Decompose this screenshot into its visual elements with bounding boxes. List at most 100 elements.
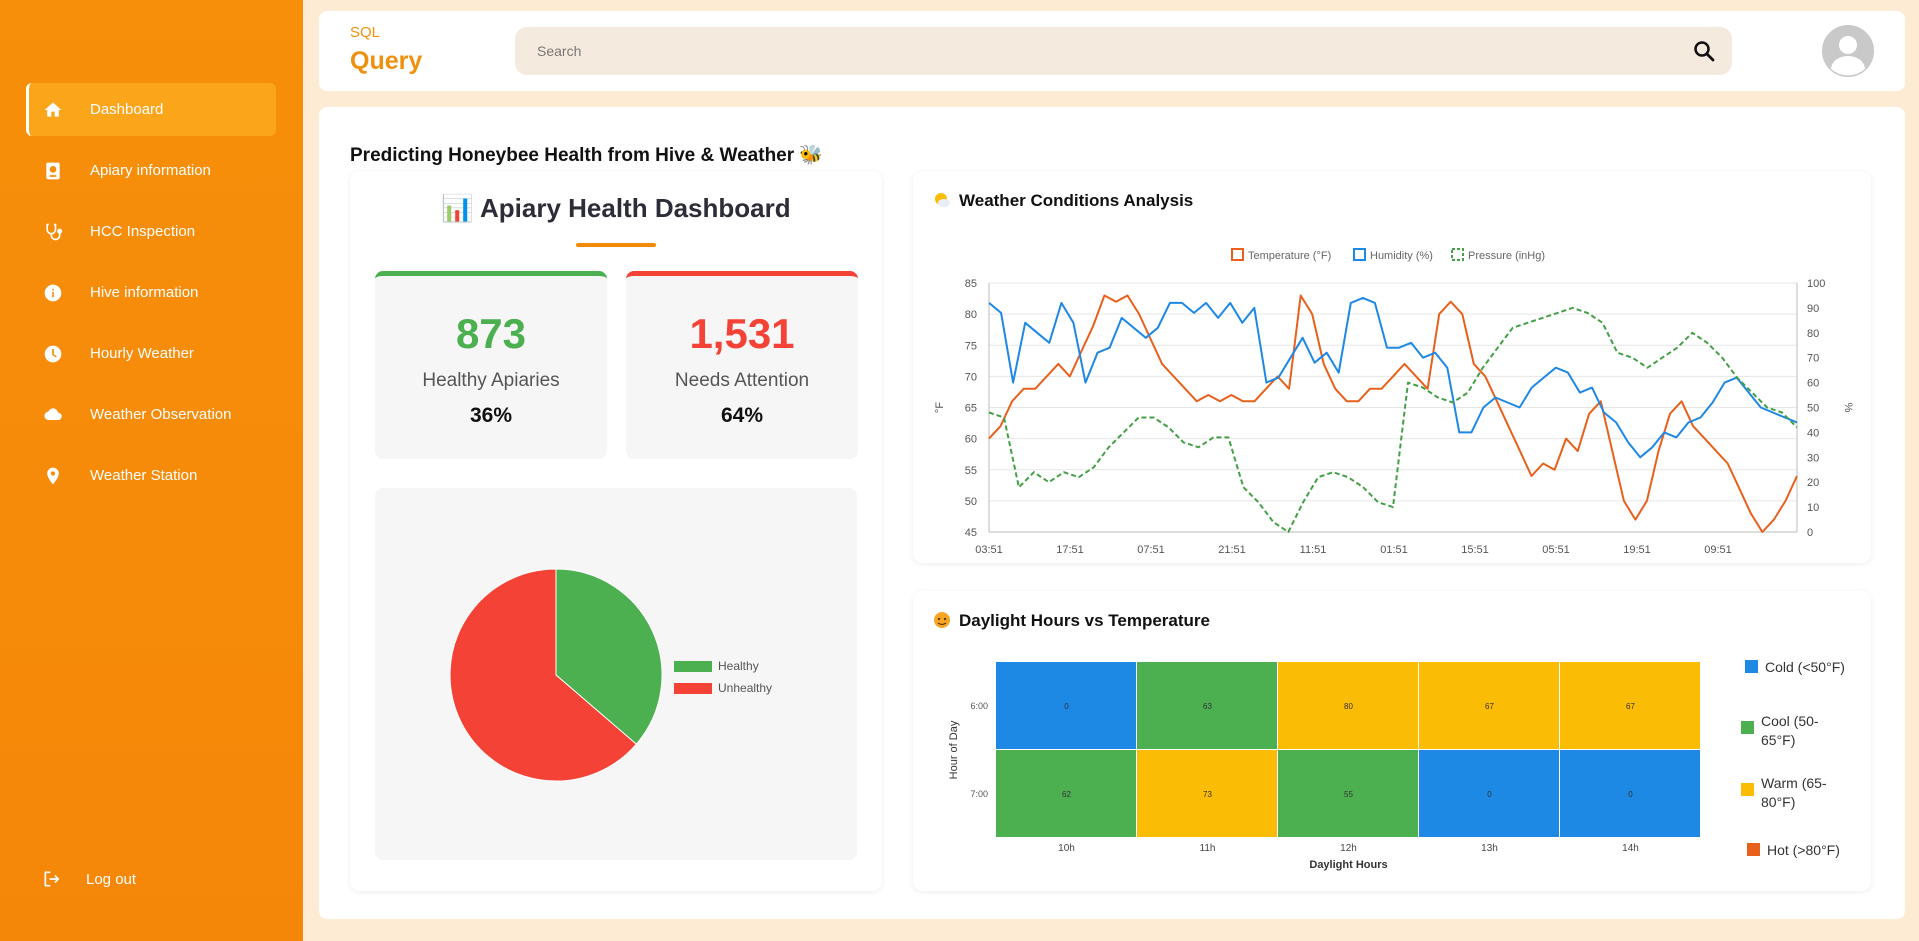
heatmap-cell-label: 80	[1344, 702, 1353, 711]
heatmap-cell	[1278, 750, 1418, 837]
sidebar-item-dashboard[interactable]: Dashboard	[26, 83, 276, 136]
y-tick-label: 7:00	[970, 789, 988, 799]
y-left-tick-label: 75	[965, 340, 977, 352]
sidebar-item-label: Hive information	[90, 284, 199, 301]
legend-label-cold: Cold (<50°F)	[1765, 659, 1845, 675]
y-right-tick-label: 70	[1807, 353, 1819, 365]
y-right-tick-label: 80	[1807, 328, 1819, 340]
weather-conditions-card: Weather Conditions Analysis 45 50 55 60 65 70…	[913, 171, 1871, 563]
logout-button[interactable]: Log out	[42, 869, 136, 889]
series-line-humidity	[988, 296, 1798, 459]
sidebar-item-label: Weather Observation	[90, 406, 232, 423]
y-right-tick-label: 20	[1807, 477, 1819, 489]
heatmap-cell-label: 63	[1203, 702, 1212, 711]
legend-label-cool: Cool (50-	[1761, 713, 1819, 729]
sidebar-item-weather-station[interactable]: Weather Station	[26, 449, 276, 502]
hot-face-icon	[934, 612, 950, 628]
sidebar-item-hcc-inspection[interactable]: HCC Inspection	[26, 205, 276, 258]
healthy-percent: 36%	[469, 404, 513, 427]
x-tick-label: 12h	[1340, 843, 1357, 854]
heatmap-cell-label: 67	[1485, 702, 1494, 711]
sidebar-item-weather-observation[interactable]: Weather Observation	[26, 388, 276, 441]
header: SQL Query	[319, 11, 1905, 91]
y-axis-label: Hour of Day	[948, 720, 960, 779]
heatmap-cell	[1137, 662, 1277, 749]
legend-swatch-warm	[1741, 783, 1754, 796]
x-tick-label: 11h	[1200, 843, 1216, 854]
sidebar-item-hourly-weather[interactable]: Hourly Weather	[26, 327, 276, 380]
legend-swatch-unhealthy	[674, 683, 712, 694]
health-pie-chart: Healthy Unhealthy	[375, 488, 857, 860]
y-left-tick-label: 50	[965, 496, 977, 508]
title-underline	[576, 243, 656, 247]
y-tick-label: 6:00	[970, 701, 988, 711]
sidebar-item-label: Dashboard	[90, 101, 164, 118]
legend-label-warm: Warm (65-	[1761, 775, 1827, 791]
heatmap-title: Daylight Hours vs Temperature	[959, 611, 1210, 630]
pie-chart-svg: Healthy Unhealthy	[449, 568, 772, 782]
legend-swatch-healthy	[674, 661, 712, 672]
home-icon	[42, 99, 64, 121]
healthy-count: 873	[455, 310, 527, 357]
y-left-tick-label: 60	[965, 434, 977, 446]
heatmap-cell	[1137, 750, 1277, 837]
healthy-stat-card: 873 Healthy Apiaries 36%	[375, 271, 607, 459]
heatmap-cell	[1560, 750, 1700, 837]
map-pin-icon	[42, 465, 64, 487]
stethoscope-icon	[42, 221, 64, 243]
search-icon[interactable]	[1692, 39, 1716, 63]
sidebar-item-label: Hourly Weather	[90, 345, 194, 362]
info-icon	[42, 282, 64, 304]
heatmap-cell	[1419, 750, 1559, 837]
legend-swatch	[1451, 248, 1464, 261]
heatmap-cell	[996, 662, 1136, 749]
search-bar	[515, 27, 1732, 75]
legend-swatch-hot	[1747, 843, 1760, 856]
y-right-tick-label: 100	[1807, 278, 1825, 290]
heatmap-cell-label: 0	[1628, 790, 1633, 799]
page-title: Predicting Honeybee Health from Hive & W…	[350, 145, 824, 166]
legend-label-unhealthy: Unhealthy	[718, 681, 772, 695]
y-right-axis-label: %	[1842, 403, 1854, 413]
legend-swatch	[1353, 248, 1366, 261]
y-left-axis-label: °F	[934, 402, 946, 413]
sidebar-item-label: Apiary information	[90, 162, 211, 179]
y-right-tick-label: 0	[1807, 527, 1813, 539]
heatmap-cell-label: 62	[1062, 790, 1071, 799]
sun-cloud-icon	[935, 193, 950, 207]
x-tick-label: 01:51	[1380, 544, 1408, 556]
y-left-tick-label: 80	[965, 309, 977, 321]
legend-swatch-cold	[1745, 660, 1758, 673]
x-axis-label: Daylight Hours	[1309, 859, 1387, 871]
avatar[interactable]	[1822, 25, 1874, 77]
brand-subtitle: SQL	[350, 24, 381, 41]
legend-label: Humidity (%)	[1370, 250, 1433, 262]
attention-percent: 64%	[720, 404, 764, 427]
clock-icon	[42, 343, 64, 365]
search-input[interactable]	[537, 27, 1677, 75]
x-tick-label: 09:51	[1704, 544, 1732, 556]
x-tick-label: 13h	[1481, 843, 1498, 854]
heatmap-cell	[1419, 662, 1559, 749]
x-tick-label: 17:51	[1056, 544, 1084, 556]
heatmap-cell-label: 73	[1203, 790, 1212, 799]
y-left-tick-label: 55	[965, 465, 977, 477]
x-tick-label: 07:51	[1137, 544, 1165, 556]
sidebar-item-hive-information[interactable]: Hive information	[26, 266, 276, 319]
x-tick-label: 15:51	[1461, 544, 1489, 556]
heatmap-cell-label: 67	[1626, 702, 1635, 711]
y-right-tick-label: 30	[1807, 452, 1819, 464]
attention-stat-card: 1,531 Needs Attention 64%	[626, 271, 858, 459]
sidebar-item-apiary-information[interactable]: Apiary information	[26, 144, 276, 197]
heatmap-cell-label: 0	[1064, 702, 1069, 711]
x-tick-label: 03:51	[975, 544, 1003, 556]
legend-label-healthy: Healthy	[718, 659, 759, 673]
heatmap-cell	[996, 750, 1136, 837]
sidebar-item-label: HCC Inspection	[90, 223, 196, 240]
logout-icon	[44, 871, 60, 887]
y-left-tick-label: 65	[965, 403, 977, 415]
main-panel: Predicting Honeybee Health from Hive & W…	[319, 107, 1905, 919]
dashboard-title: 📊 Apiary Health Dashboard	[441, 193, 791, 223]
x-tick-label: 11:51	[1300, 544, 1327, 556]
sidebar: Dashboard Apiary information HCC Inspect…	[0, 0, 303, 941]
